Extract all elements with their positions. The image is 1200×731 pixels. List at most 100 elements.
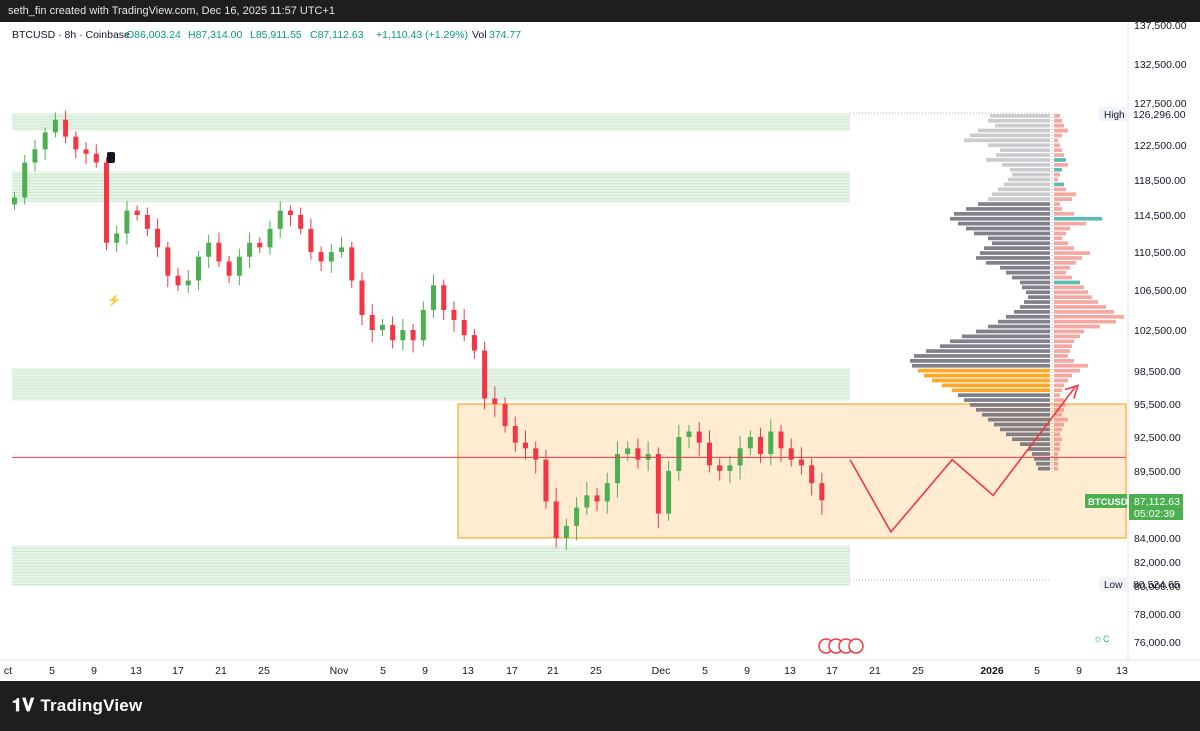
event-icon[interactable] — [848, 638, 864, 654]
volume-profile-bar — [1020, 442, 1050, 446]
volume-profile-bar-right — [1054, 398, 1064, 402]
price-tick-label: 132,500.00 — [1134, 59, 1187, 71]
time-tick-label: Nov — [330, 665, 349, 677]
candle-body — [32, 149, 38, 163]
volume-profile-bar — [1032, 452, 1050, 456]
volume-profile-bar — [982, 412, 1050, 417]
volume-profile-bar — [932, 378, 1050, 383]
volume-profile-bar — [1012, 437, 1050, 442]
volume-profile-bar — [924, 373, 1050, 378]
volume-profile-bar-right — [1054, 314, 1124, 319]
lightning-icon[interactable]: ⚡ — [107, 294, 121, 307]
volume-profile-bar — [984, 246, 1050, 250]
candle-body — [206, 242, 212, 257]
volume-profile-bar-right — [1054, 251, 1090, 255]
price-tick-label: 137,500.00 — [1134, 22, 1187, 32]
candle-body — [318, 252, 324, 262]
settings-gear-icon[interactable]: ☼ — [1093, 633, 1103, 645]
candle-body — [747, 437, 753, 449]
high-label: High — [1104, 110, 1125, 121]
time-tick-label: 5 — [1034, 665, 1040, 677]
candle-body — [63, 119, 69, 137]
candle-body — [134, 210, 140, 215]
volume-profile-bar — [1022, 285, 1050, 290]
volume-profile-bar-right — [1054, 182, 1064, 187]
time-tick-label: 9 — [1076, 665, 1082, 677]
volume-profile-bar-right — [1054, 359, 1074, 363]
price-tick-label: 92,500.00 — [1134, 432, 1181, 444]
time-tick-label: 21 — [215, 665, 227, 677]
chart-frame[interactable]: BTCUSD · 8h · Coinbase O86,003.24 H87,31… — [0, 20, 1200, 681]
volume-profile-bar-right — [1054, 388, 1062, 393]
volume-profile-bar — [1012, 172, 1050, 177]
dividend-marker-icon[interactable] — [107, 152, 115, 163]
volume-profile-bar — [1026, 290, 1050, 295]
candle-body — [533, 448, 539, 460]
candle-body — [635, 448, 641, 460]
time-tick-label: 13 — [1116, 665, 1128, 677]
volume-profile-bar — [986, 261, 1050, 265]
volume-profile-bar — [1038, 466, 1050, 471]
volume-profile-bar-right — [1054, 378, 1068, 383]
countdown: 05:02:39 — [1134, 508, 1175, 520]
volume-profile — [910, 114, 1124, 472]
reset-scale-icon[interactable]: C — [1103, 634, 1110, 644]
candle-body — [543, 459, 549, 502]
candle-body — [195, 256, 201, 281]
candle-body — [553, 501, 559, 538]
candle-body — [410, 330, 416, 341]
event-icons[interactable] — [818, 638, 864, 654]
volume-profile-bar — [995, 123, 1050, 128]
tradingview-logo[interactable]: 𝟏𝐕 TradingView — [12, 695, 142, 716]
candle-body — [349, 247, 355, 281]
last-price: 87,112.63 — [1134, 496, 1180, 508]
volume-profile-bar-right — [1054, 442, 1060, 446]
volume-profile-bar — [998, 187, 1050, 192]
volume-profile-bar-right — [1054, 354, 1068, 358]
volume-profile-bar — [1010, 167, 1050, 172]
volume-profile-bar — [976, 329, 1050, 334]
projection-arrowhead — [1064, 384, 1080, 399]
price-tick-label: 78,000.00 — [1134, 609, 1181, 621]
candle-body — [604, 483, 610, 502]
volume-profile-bar-right — [1054, 143, 1060, 148]
candle-body — [655, 454, 661, 514]
time-tick-label: 25 — [590, 665, 602, 677]
candle-body — [236, 256, 242, 276]
time-axis[interactable]: ct 5 9 13 17 21 25 Nov 5 9 13 17 21 25 Dec 5 9 13 17 21 25 20… — [0, 659, 1200, 677]
candle-body — [12, 197, 17, 205]
legend-volume: 374.77 — [489, 29, 521, 41]
time-tick-label: 9 — [91, 665, 97, 677]
candle-body — [390, 325, 396, 341]
candle-body — [359, 280, 365, 315]
volume-profile-bar — [964, 398, 1050, 402]
volume-profile-bar — [988, 324, 1050, 329]
volume-profile-bar-right — [1054, 339, 1074, 344]
support-zone — [12, 367, 850, 401]
price-tick-label: 118,500.00 — [1134, 175, 1186, 187]
volume-profile-bar — [978, 128, 1050, 133]
volume-profile-bar-right — [1054, 305, 1106, 309]
volume-profile-bar — [1028, 295, 1050, 299]
candle-body — [768, 431, 774, 454]
price-tick-label: 95,500.00 — [1134, 399, 1181, 411]
volume-profile-bar-right — [1054, 216, 1102, 221]
volume-profile-bar — [1012, 275, 1050, 280]
candle-body — [788, 448, 794, 460]
volume-profile-bar — [942, 383, 1050, 388]
price-axis[interactable]: 137,500.00 132,500.00 127,500.00 122,500.00… — [1127, 20, 1187, 662]
candle-body — [308, 228, 314, 252]
time-tick-label: 9 — [422, 665, 428, 677]
candle-body — [819, 483, 825, 501]
candle-body — [103, 162, 109, 243]
price-tick-label: 127,500.00 — [1134, 98, 1187, 110]
candle-body — [563, 525, 569, 538]
projection-path — [849, 387, 1076, 534]
volume-profile-bar-right — [1054, 221, 1086, 226]
time-tick-label: 17 — [506, 665, 518, 677]
volume-profile-bar — [1020, 280, 1050, 285]
volume-profile-bar-right — [1054, 452, 1058, 456]
volume-profile-bar-right — [1054, 226, 1070, 231]
volume-profile-bar — [962, 334, 1050, 339]
price-chart[interactable]: BTCUSD · 8h · Coinbase O86,003.24 H87,31… — [0, 20, 1200, 681]
